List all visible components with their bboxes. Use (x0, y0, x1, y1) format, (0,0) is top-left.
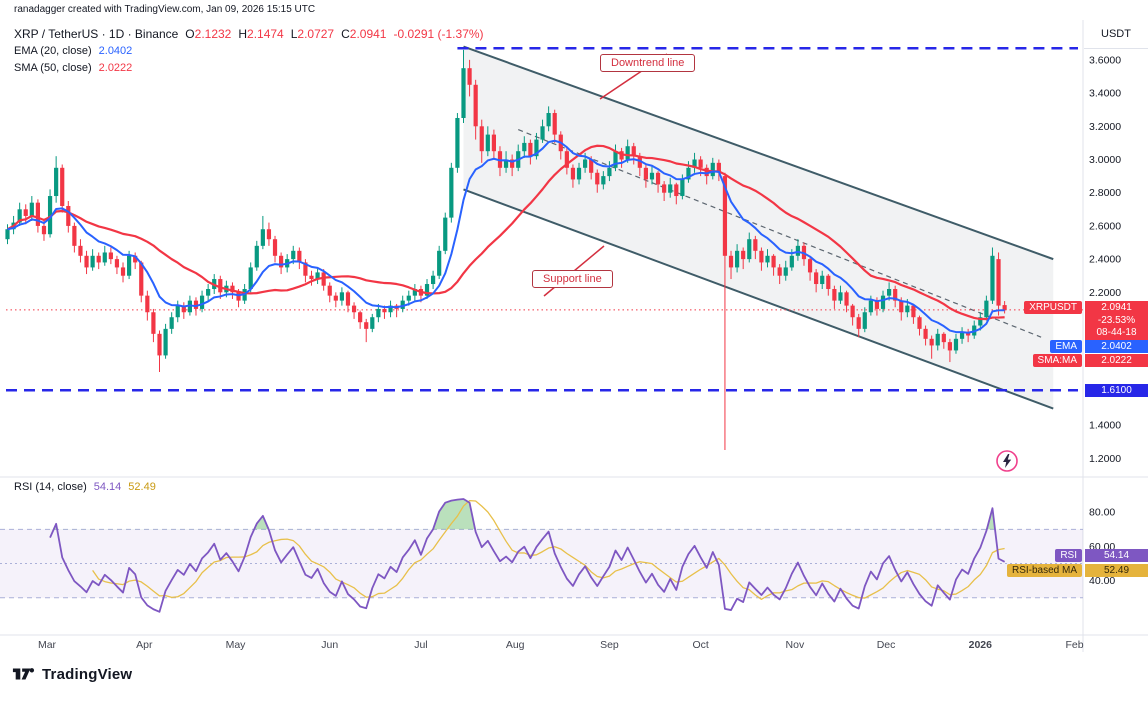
rsi-legend[interactable]: RSI (14, close) 54.14 52.49 (14, 481, 156, 493)
support-line-label[interactable]: Support line (532, 270, 613, 288)
svg-text:2.8000: 2.8000 (1089, 187, 1121, 199)
svg-text:2.6000: 2.6000 (1089, 220, 1121, 232)
sma-line (6, 144, 1005, 321)
chart-legend: XRP / TetherUS · 1D · Binance O2.1232 H2… (14, 26, 484, 77)
svg-text:80.00: 80.00 (1089, 507, 1115, 519)
rsi-line (49, 498, 1006, 613)
legend-symbol-row[interactable]: XRP / TetherUS · 1D · Binance O2.1232 H2… (14, 26, 484, 43)
sma-label: SMA (50, close) (14, 62, 92, 74)
svg-text:Oct: Oct (692, 639, 708, 651)
ema-value: 2.0402 (98, 45, 133, 57)
svg-text:May: May (226, 639, 247, 651)
symbol-pill: XRPUSDT (1024, 301, 1082, 314)
svg-text:2.2000: 2.2000 (1089, 287, 1121, 299)
svg-text:1.2000: 1.2000 (1089, 453, 1121, 465)
ema-badge-value: 2.0402 (1085, 340, 1148, 353)
axis-currency-label: USDT (1084, 20, 1148, 49)
svg-text:Aug: Aug (506, 639, 525, 651)
svg-text:Dec: Dec (877, 639, 896, 651)
svg-text:Sep: Sep (600, 639, 619, 651)
ohlc-low: L2.0727 (290, 27, 335, 41)
ema-badge[interactable]: EMA 2.0402 (1050, 340, 1148, 353)
ema-line (7, 139, 1005, 334)
ema-pill: EMA (1050, 340, 1082, 353)
countdown-timer: 08-44-18 (1096, 327, 1137, 338)
rsi-badge-value: 54.14 (1085, 549, 1148, 562)
legend-ema-row[interactable]: EMA (20, close) 2.0402 (14, 43, 484, 60)
ohlc-high: H2.1474 (238, 27, 284, 41)
rsi-ma-value: 52.49 (128, 481, 156, 493)
legend-sma-row[interactable]: SMA (50, close) 2.0222 (14, 60, 484, 77)
svg-text:Nov: Nov (786, 639, 805, 651)
svg-text:3.0000: 3.0000 (1089, 154, 1121, 166)
symbol-price-value: 2.0941 (1085, 301, 1148, 314)
svg-text:3.2000: 3.2000 (1089, 121, 1121, 133)
svg-text:3.4000: 3.4000 (1089, 88, 1121, 100)
svg-text:Apr: Apr (136, 639, 153, 651)
sma-badge[interactable]: SMA:MA 2.0222 (1032, 354, 1148, 367)
rsi-ma-pill: RSI-based MA (1006, 564, 1082, 577)
symbol-price-badge[interactable]: XRPUSDT 2.0941 (1024, 301, 1148, 314)
sma-value: 2.0222 (98, 62, 133, 74)
change-percent: -23.53% (1097, 315, 1136, 326)
tradingview-footer[interactable]: TradingView (12, 664, 132, 684)
svg-text:1.4000: 1.4000 (1089, 420, 1121, 432)
downtrend-line-label[interactable]: Downtrend line (600, 54, 696, 72)
svg-text:Feb: Feb (1065, 639, 1083, 651)
ohlc-open: O2.1232 (185, 27, 232, 41)
boost-lightning-icon[interactable] (995, 449, 1019, 473)
ema-label: EMA (20, close) (14, 45, 92, 57)
tradingview-logo-icon (12, 668, 35, 680)
brand-name: TradingView (42, 665, 133, 683)
symbol-title: XRP / TetherUS · 1D · Binance (14, 27, 179, 41)
rsi-ma-badge[interactable]: RSI-based MA 52.49 (1006, 564, 1148, 577)
svg-text:2.4000: 2.4000 (1089, 254, 1121, 266)
svg-text:Jul: Jul (414, 639, 427, 651)
rsi-label: RSI (14, close) (14, 481, 87, 493)
svg-text:Jun: Jun (321, 639, 338, 651)
rsi-value: 54.14 (93, 481, 122, 493)
change-value: -0.0291 (-1.37%) (393, 27, 484, 41)
sma-badge-value: 2.0222 (1085, 354, 1148, 367)
sma-pill: SMA:MA (1032, 354, 1082, 367)
ohlc-close: C2.0941 (341, 27, 387, 41)
rsi-badge[interactable]: RSI 54.14 (1055, 549, 1148, 562)
svg-text:3.6000: 3.6000 (1089, 54, 1121, 66)
rsi-pill: RSI (1055, 549, 1082, 562)
rsi-ma-badge-value: 52.49 (1085, 564, 1148, 577)
svg-text:40.00: 40.00 (1089, 575, 1115, 587)
svg-text:2026: 2026 (969, 639, 993, 651)
credit-line: ranadagger created with TradingView.com,… (14, 4, 316, 15)
support-level-badge[interactable]: 1.6100 (1085, 384, 1148, 397)
bar-countdown-badge: -23.53% 08-44-18 (1085, 314, 1148, 340)
svg-text:Mar: Mar (38, 639, 57, 651)
